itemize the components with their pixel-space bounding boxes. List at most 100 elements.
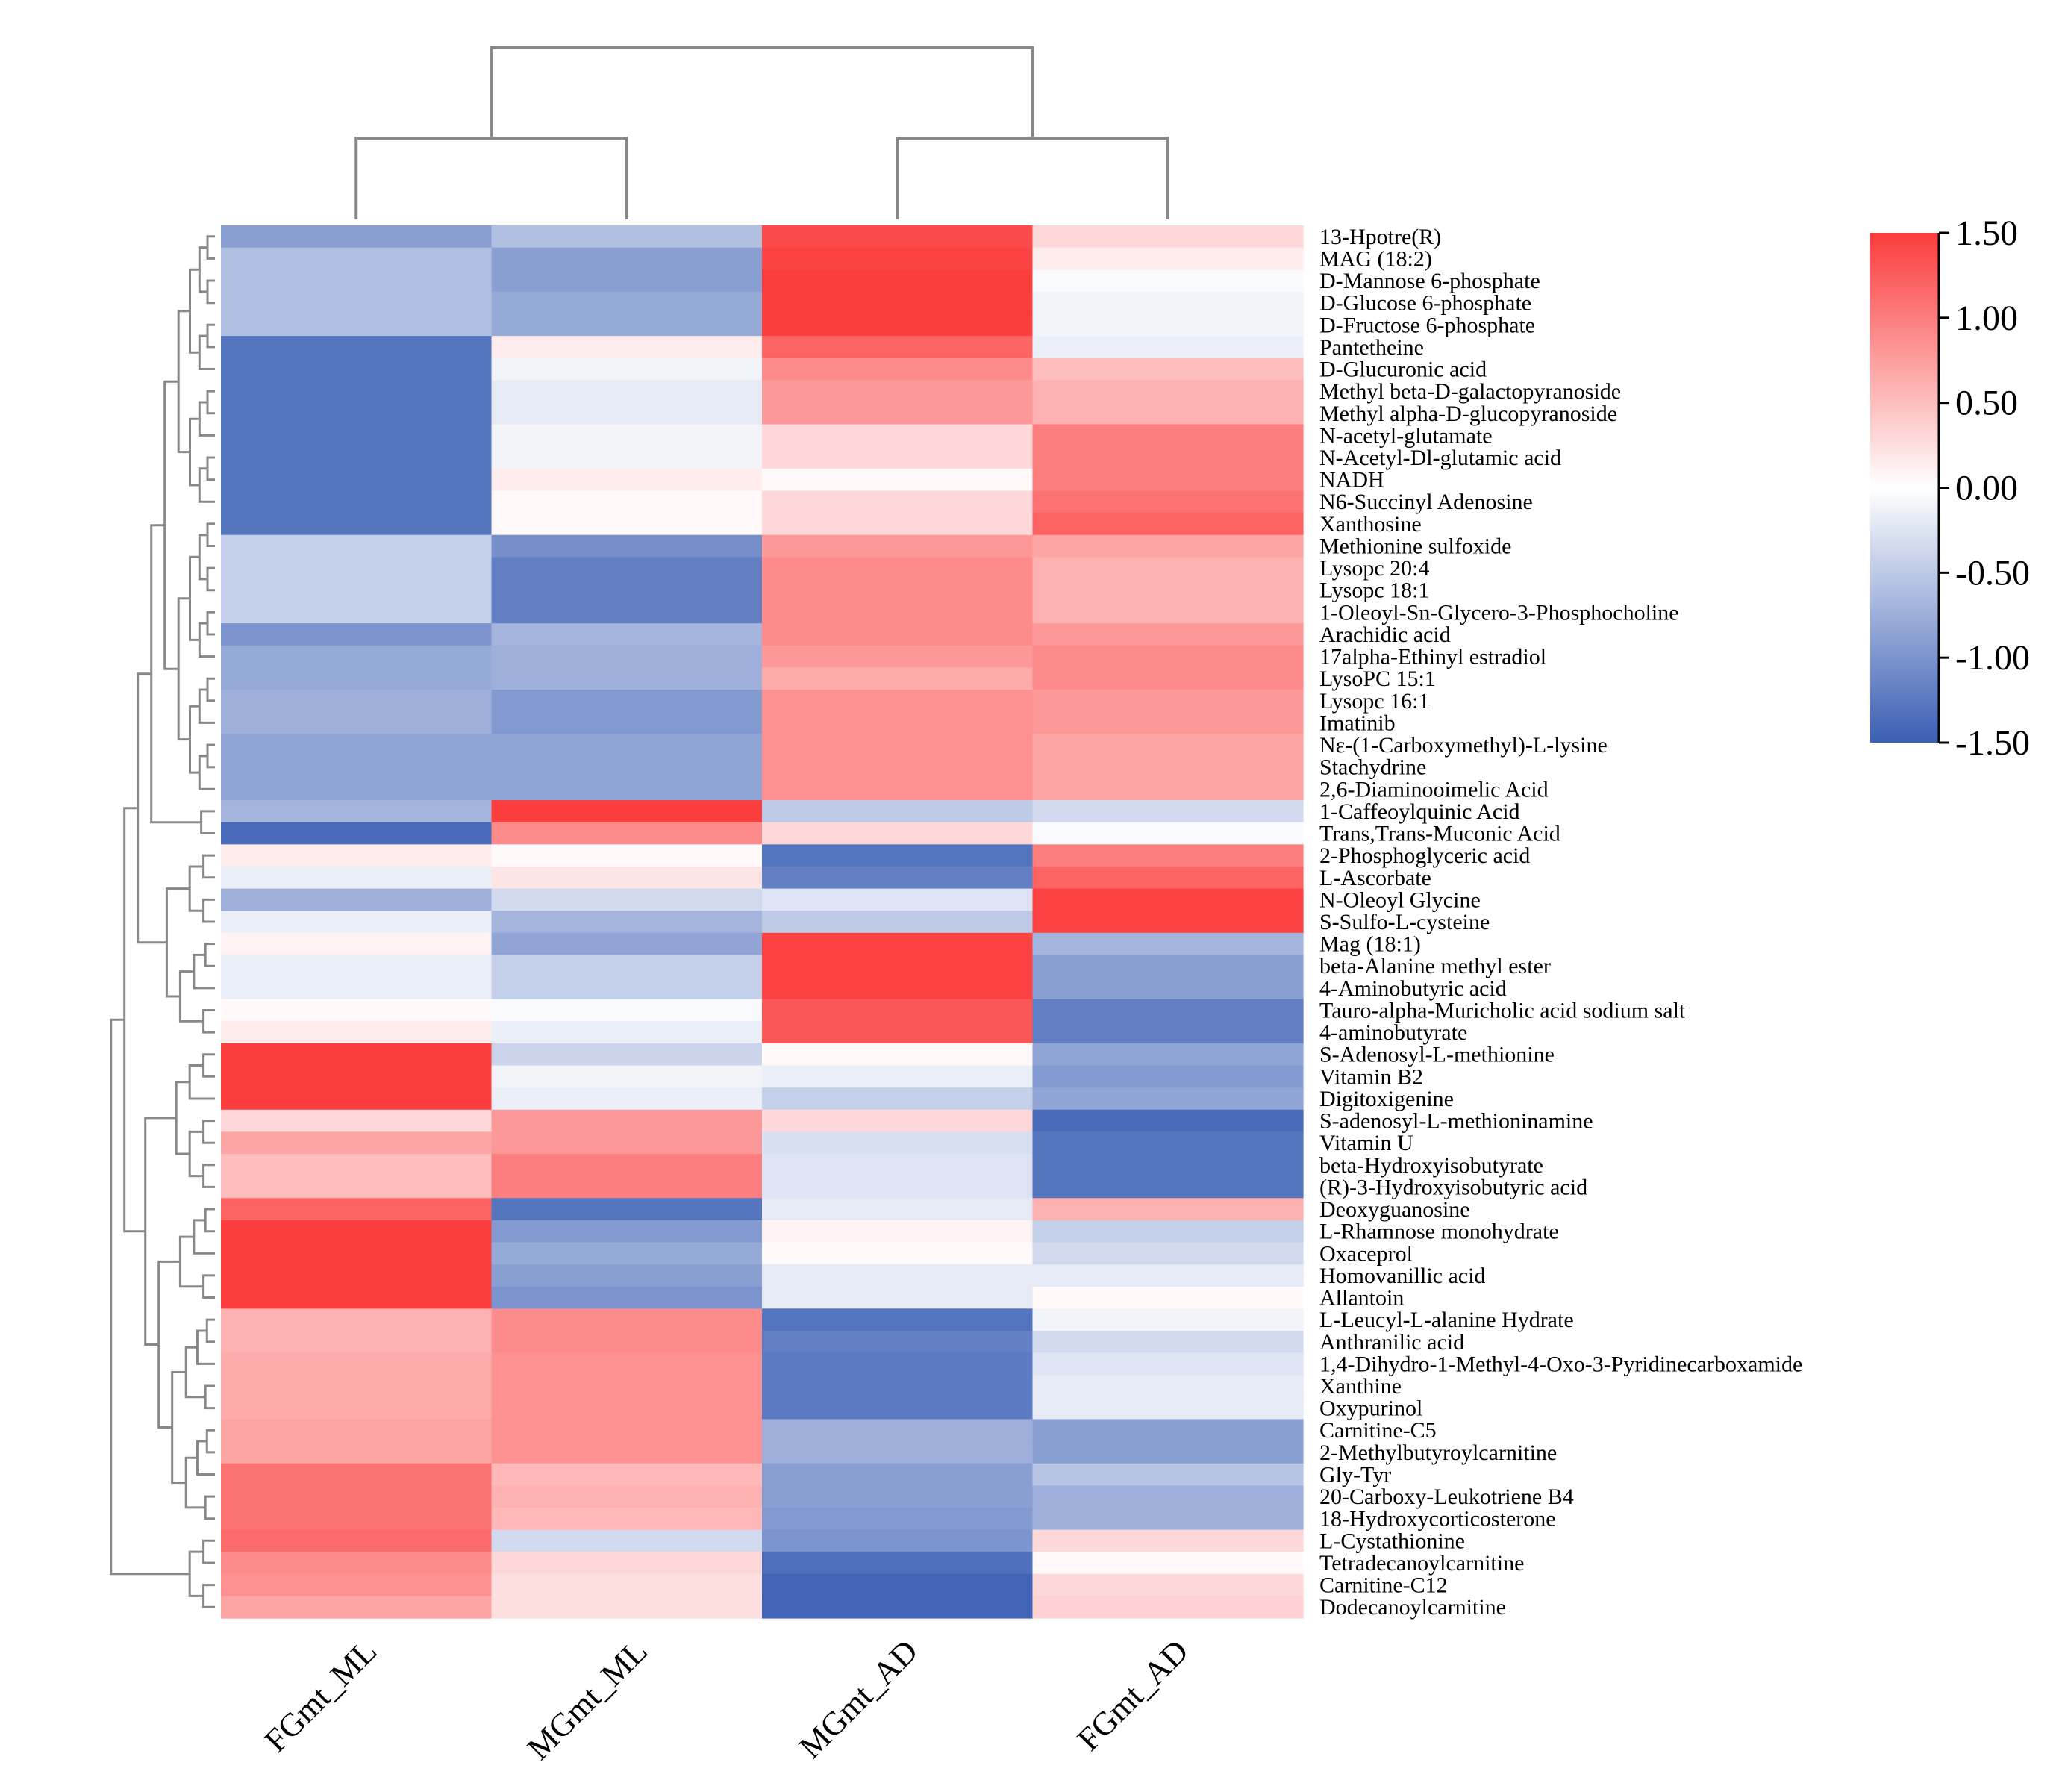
row-label: Lysopc 20:4 <box>1319 556 1430 581</box>
heatmap-cell <box>762 932 1034 956</box>
heatmap-cell <box>762 490 1034 513</box>
heatmap-cell <box>491 578 763 602</box>
heatmap-cell <box>1032 490 1304 513</box>
row-label: D-Glucose 6-phosphate <box>1319 291 1531 316</box>
heatmap-cell <box>762 601 1034 624</box>
row-label: Methionine sulfoxide <box>1319 534 1511 559</box>
row-label: Digitoxigenine <box>1319 1087 1454 1111</box>
heatmap-cell <box>491 1573 763 1596</box>
heatmap-cell <box>491 513 763 536</box>
heatmap-cell <box>221 667 493 690</box>
heatmap-cell <box>491 557 763 580</box>
dendrogram-branch <box>198 534 207 581</box>
heatmap-cell <box>762 844 1034 867</box>
row-label: Allantoin <box>1319 1286 1404 1311</box>
heatmap-cell <box>221 1529 493 1552</box>
heatmap-cell <box>491 1441 763 1464</box>
row-label: 2-Phosphoglyceric acid <box>1319 843 1530 868</box>
heatmap-cell <box>221 822 493 845</box>
row-label: D-Mannose 6-phosphate <box>1319 269 1540 293</box>
heatmap-cell <box>1032 1529 1304 1552</box>
dendrogram-branch <box>202 1053 215 1078</box>
heatmap-cell <box>221 888 493 911</box>
heatmap-cell <box>221 1176 493 1199</box>
dendrogram-branch <box>188 1130 204 1178</box>
dendrogram-branch <box>184 1346 206 1399</box>
heatmap-cell <box>221 291 493 315</box>
row-label: 2,6-Diaminooimelic Acid <box>1319 777 1549 802</box>
heatmap-cell <box>491 844 763 867</box>
dendrogram-branch <box>206 566 215 592</box>
row-label: 1-Oleoyl-Sn-Glycero-3-Phosphocholine <box>1319 600 1679 625</box>
row-label: L-Rhamnose monohydrate <box>1319 1220 1559 1244</box>
heatmap-cell <box>762 800 1034 823</box>
heatmap-cell <box>1032 1596 1304 1619</box>
row-label: 2-Methylbutyroylcarnitine <box>1319 1440 1557 1465</box>
heatmap-cell <box>1032 534 1304 558</box>
heatmap-cell <box>1032 822 1304 845</box>
heatmap-cell <box>1032 1242 1304 1265</box>
heatmap-cell <box>762 1286 1034 1309</box>
heatmap-cell <box>491 424 763 447</box>
row-label: S-Adenosyl-L-methionine <box>1319 1043 1555 1067</box>
row-label: Lysopc 16:1 <box>1319 689 1430 714</box>
heatmap-cell <box>762 1131 1034 1155</box>
heatmap-cell <box>762 1264 1034 1287</box>
heatmap-cell <box>221 1220 493 1243</box>
heatmap-cell <box>491 1419 763 1442</box>
heatmap-cell <box>221 755 493 779</box>
heatmap-cell <box>221 1242 493 1265</box>
heatmap-cell <box>1032 1352 1304 1376</box>
heatmap-cell <box>491 1109 763 1132</box>
heatmap-cell <box>762 711 1034 734</box>
row-label: 4-Aminobutyric acid <box>1319 976 1507 1001</box>
dendrogram-branch <box>144 1117 177 1346</box>
dendrogram-branch <box>189 417 200 487</box>
heatmap-cell <box>1032 1043 1304 1067</box>
column-label: FGmt_AD <box>1070 1632 1196 1758</box>
heatmap-cell <box>491 358 763 381</box>
heatmap-cell <box>762 1021 1034 1044</box>
heatmap-cell <box>762 645 1034 668</box>
heatmap-cell <box>762 977 1034 1000</box>
dendrogram-branch <box>896 137 1169 219</box>
heatmap-cell <box>762 1087 1034 1111</box>
heatmap-cell <box>762 778 1034 801</box>
heatmap-cell <box>762 755 1034 779</box>
row-label: LysoPC 15:1 <box>1319 666 1436 691</box>
heatmap-cell <box>1032 888 1304 911</box>
heatmap-cell <box>1032 1021 1304 1044</box>
row-dendrogram <box>110 235 215 1608</box>
heatmap-cell <box>491 1375 763 1398</box>
heatmap-cell <box>762 358 1034 381</box>
heatmap-cell <box>221 468 493 492</box>
row-label: Methyl alpha-D-glucopyranoside <box>1319 402 1617 426</box>
heatmap-cell <box>221 866 493 890</box>
dendrogram-branch <box>204 943 215 967</box>
heatmap-cell <box>1032 446 1304 469</box>
dendrogram-branch <box>204 1495 215 1520</box>
row-label: N-acetyl-glutamate <box>1319 423 1493 448</box>
heatmap-cell <box>491 534 763 558</box>
heatmap-cell <box>1032 1507 1304 1531</box>
heatmap-cell <box>762 534 1034 558</box>
heatmap-cell <box>762 380 1034 403</box>
dendrogram-branch <box>354 137 628 219</box>
heatmap-cell <box>221 1330 493 1354</box>
heatmap-cell <box>491 1286 763 1309</box>
heatmap-cell <box>1032 1286 1304 1309</box>
heatmap-cell <box>221 690 493 713</box>
heatmap-cell <box>491 225 763 249</box>
heatmap-cell <box>762 888 1034 911</box>
heatmap-cell <box>491 734 763 757</box>
heatmap-cell <box>221 1441 493 1464</box>
heatmap-cell <box>1032 1485 1304 1508</box>
row-label: Carnitine-C5 <box>1319 1418 1437 1443</box>
heatmap-cell <box>1032 955 1304 978</box>
heatmap-cell <box>762 1330 1034 1354</box>
heatmap-cell <box>491 911 763 934</box>
dendrogram-branch <box>202 1539 215 1564</box>
dendrogram-branch <box>205 1429 215 1454</box>
heatmap-cell <box>221 645 493 668</box>
